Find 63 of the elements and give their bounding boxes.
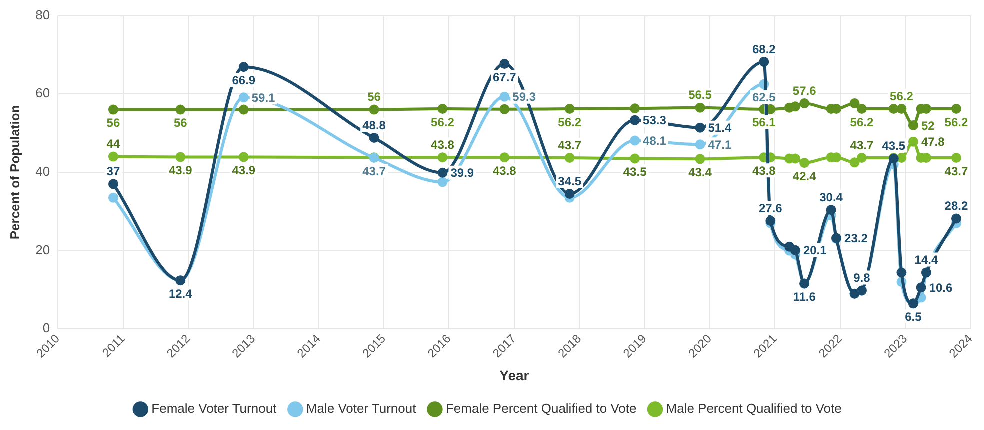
data-label: 56.5 xyxy=(688,88,712,102)
y-tick-label: 80 xyxy=(36,7,50,22)
data-label: 47.8 xyxy=(921,135,946,150)
data-label: 12.4 xyxy=(168,286,193,301)
data-label: 37 xyxy=(106,164,120,179)
data-label: 43.7 xyxy=(362,164,386,178)
data-label: 67.7 xyxy=(492,70,517,84)
data-label: 48.8 xyxy=(362,118,386,132)
data-label: 14.4 xyxy=(914,253,938,268)
data-label: 34.5 xyxy=(558,174,582,188)
data-label: 51.4 xyxy=(708,121,732,136)
y-tick-label: 20 xyxy=(36,242,50,258)
legend-label: Male Percent Qualified to Vote xyxy=(666,401,842,416)
data-label: 56.2 xyxy=(558,115,582,130)
data-label: 43.5 xyxy=(623,165,648,180)
data-label: 39.9 xyxy=(450,166,474,180)
data-label: 56.2 xyxy=(431,115,455,130)
data-label: 9.8 xyxy=(854,271,871,286)
data-label: 57.6 xyxy=(792,84,817,98)
y-tick-label: 0 xyxy=(42,320,50,336)
data-label: 6.5 xyxy=(905,310,922,324)
legend-label: Female Percent Qualified to Vote xyxy=(446,401,637,416)
data-label: 52 xyxy=(921,118,936,133)
data-label: 53.3 xyxy=(643,114,667,128)
data-label: 56.2 xyxy=(890,89,914,104)
data-label: 43.8 xyxy=(752,164,776,178)
data-label: 56 xyxy=(174,116,188,130)
data-label: 56.1 xyxy=(752,116,776,130)
data-label: 47.1 xyxy=(708,138,732,152)
data-label: 30.4 xyxy=(820,190,844,204)
x-axis-title: Year xyxy=(500,367,530,384)
data-label: 20.1 xyxy=(803,244,828,258)
y-tick-label: 40 xyxy=(36,164,50,180)
y-axis-title: Percent of Population xyxy=(7,105,22,240)
legend-label: Male Voter Turnout xyxy=(306,401,417,416)
data-label: 68.2 xyxy=(752,42,776,56)
data-label: 27.6 xyxy=(758,201,783,216)
data-label: 43.7 xyxy=(850,138,874,152)
data-label: 62.5 xyxy=(752,90,776,105)
data-label: 43.4 xyxy=(688,165,712,180)
data-label: 23.2 xyxy=(844,232,868,246)
data-label: 48.1 xyxy=(643,134,667,148)
y-tick-label: 60 xyxy=(36,86,50,101)
data-label: 43.9 xyxy=(168,164,193,178)
data-label: 43.9 xyxy=(232,164,256,178)
data-label: 11.6 xyxy=(793,290,816,304)
data-label: 56.2 xyxy=(944,115,968,130)
data-label: 42.4 xyxy=(792,169,817,184)
data-label: 43.8 xyxy=(431,138,455,152)
data-label: 56.2 xyxy=(850,115,874,130)
data-label: 59.3 xyxy=(512,90,536,104)
data-label: 43.5 xyxy=(882,139,906,154)
data-label: 43.8 xyxy=(492,164,517,178)
legend-label: Female Voter Turnout xyxy=(152,401,278,416)
data-label: 43.7 xyxy=(558,138,582,152)
data-label: 66.9 xyxy=(232,73,256,88)
data-label: 56 xyxy=(106,116,120,130)
data-label: 56 xyxy=(368,90,382,104)
data-label: 44 xyxy=(106,137,120,152)
data-label: 43.7 xyxy=(944,164,968,178)
data-label: 10.6 xyxy=(929,280,953,295)
data-label: 28.2 xyxy=(944,199,968,213)
data-label: 59.1 xyxy=(252,90,276,105)
